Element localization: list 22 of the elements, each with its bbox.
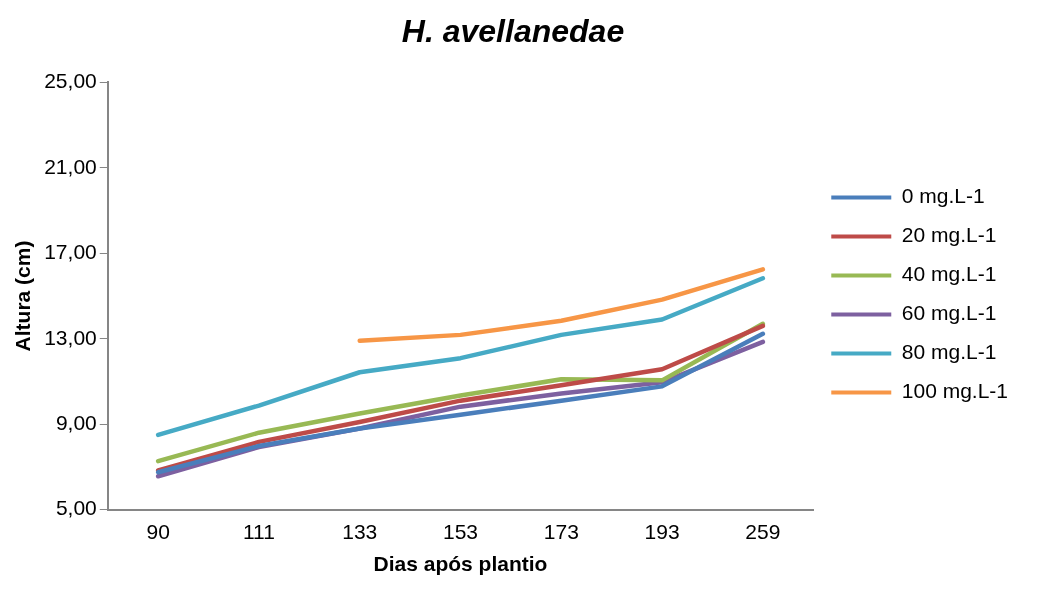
y-tick-label: 21,00	[44, 154, 97, 178]
legend-label: 60 mg.L-1	[901, 301, 997, 325]
legend-label: 0 mg.L-1	[901, 184, 985, 208]
x-tick-label: 133	[342, 520, 378, 543]
x-tick-label: 111	[242, 520, 275, 543]
x-tick-label: 153	[442, 520, 479, 543]
x-axis-title: Dias após plantio	[373, 552, 548, 576]
chart-title: H. avellanedae	[401, 13, 625, 50]
legend-label: 80 mg.L-1	[901, 340, 997, 364]
y-tick-label: 13,00	[44, 325, 97, 349]
legend-label: 100 mg.L-1	[901, 379, 1008, 403]
y-tick-label: 9,00	[55, 410, 97, 434]
x-tick-label: 90	[146, 520, 170, 543]
y-axis-title: Altura (cm)	[11, 240, 35, 352]
x-tick-label: 259	[745, 520, 781, 543]
legend-label: 20 mg.L-1	[901, 223, 997, 247]
y-tick-label: 17,00	[44, 240, 97, 264]
legend-label: 40 mg.L-1	[901, 262, 997, 286]
y-tick-label: 25,00	[44, 69, 97, 93]
y-tick-label: 5,00	[55, 496, 97, 520]
x-tick-label: 173	[543, 520, 579, 543]
x-tick-label: 193	[644, 520, 680, 543]
